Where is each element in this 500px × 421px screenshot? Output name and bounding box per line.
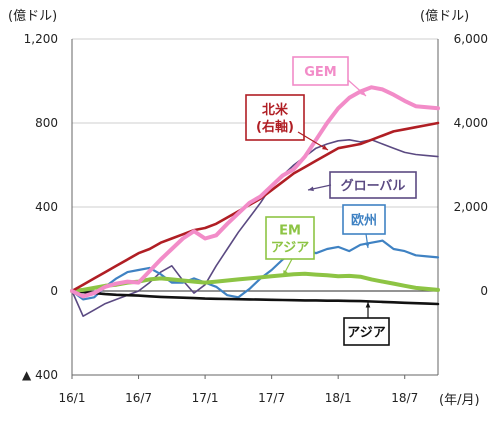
label-text: 欧州 (351, 213, 377, 229)
label-arrowhead (322, 145, 328, 150)
left-tick-label: 400 (35, 200, 58, 214)
label-arrowhead (283, 270, 288, 276)
left-tick-label: 1,200 (24, 32, 58, 46)
label-text: アジア (271, 241, 309, 256)
label-arrowhead (364, 242, 370, 248)
axes (71, 39, 439, 376)
left-tick-label: 800 (35, 116, 58, 130)
series-label-GEM: GEM (292, 56, 367, 97)
left-tick-label: 0 (50, 284, 58, 298)
right-tick-label: 6,000 (454, 32, 488, 46)
series-label-欧州: 欧州 (342, 204, 386, 249)
label-arrowhead (360, 90, 366, 96)
x-tick-label: 16/7 (125, 391, 152, 405)
label-box (342, 204, 386, 235)
right-tick-label: 2,000 (454, 200, 488, 214)
x-tick-label: 16/1 (59, 391, 86, 405)
series-line-アジア (70, 289, 440, 306)
label-box (292, 56, 349, 86)
series-line-GEM (70, 85, 440, 299)
label-arrowhead (365, 302, 371, 308)
label-text: 北米 (262, 102, 289, 118)
tick-labels: 1,200 800 400 0 ▲ 400 6,000 4,000 2,000 0 16/1 16/… (22, 32, 488, 405)
x-tick-label: 18/1 (325, 391, 352, 405)
x-tick-label: 17/1 (192, 391, 219, 405)
left-axis-unit: (億ドル) (8, 8, 57, 24)
right-tick-label: 4,000 (454, 116, 488, 130)
right-axis-unit: (億ドル) (420, 8, 469, 24)
label-box (329, 171, 417, 199)
series-label-EMアジア: EM アジア (265, 216, 315, 277)
x-tick-label: 18/7 (391, 391, 418, 405)
label-arrow (297, 131, 329, 151)
label-text: グローバル (341, 178, 406, 194)
label-text: EM (279, 224, 301, 239)
series-line-グローバル (71, 139, 439, 318)
x-axis-unit: (年/月) (439, 393, 480, 408)
label-arrowhead (308, 186, 314, 192)
series-label-グローバル: グローバル (307, 171, 417, 199)
series-lines (70, 85, 440, 318)
label-box (343, 317, 390, 346)
label-box (265, 216, 315, 260)
label-box (245, 94, 305, 141)
right-tick-label: 0 (480, 284, 488, 298)
series-label-アジア: アジア (343, 302, 390, 346)
label-text: (右軸) (256, 119, 294, 135)
x-tick-label: 17/7 (258, 391, 285, 405)
label-text: GEM (304, 65, 337, 80)
series-line-欧州 (70, 239, 440, 301)
label-text: アジア (347, 326, 385, 341)
left-tick-label: ▲ 400 (22, 368, 58, 382)
series-label-北米（右軸）: 北米(右軸) (245, 94, 329, 151)
